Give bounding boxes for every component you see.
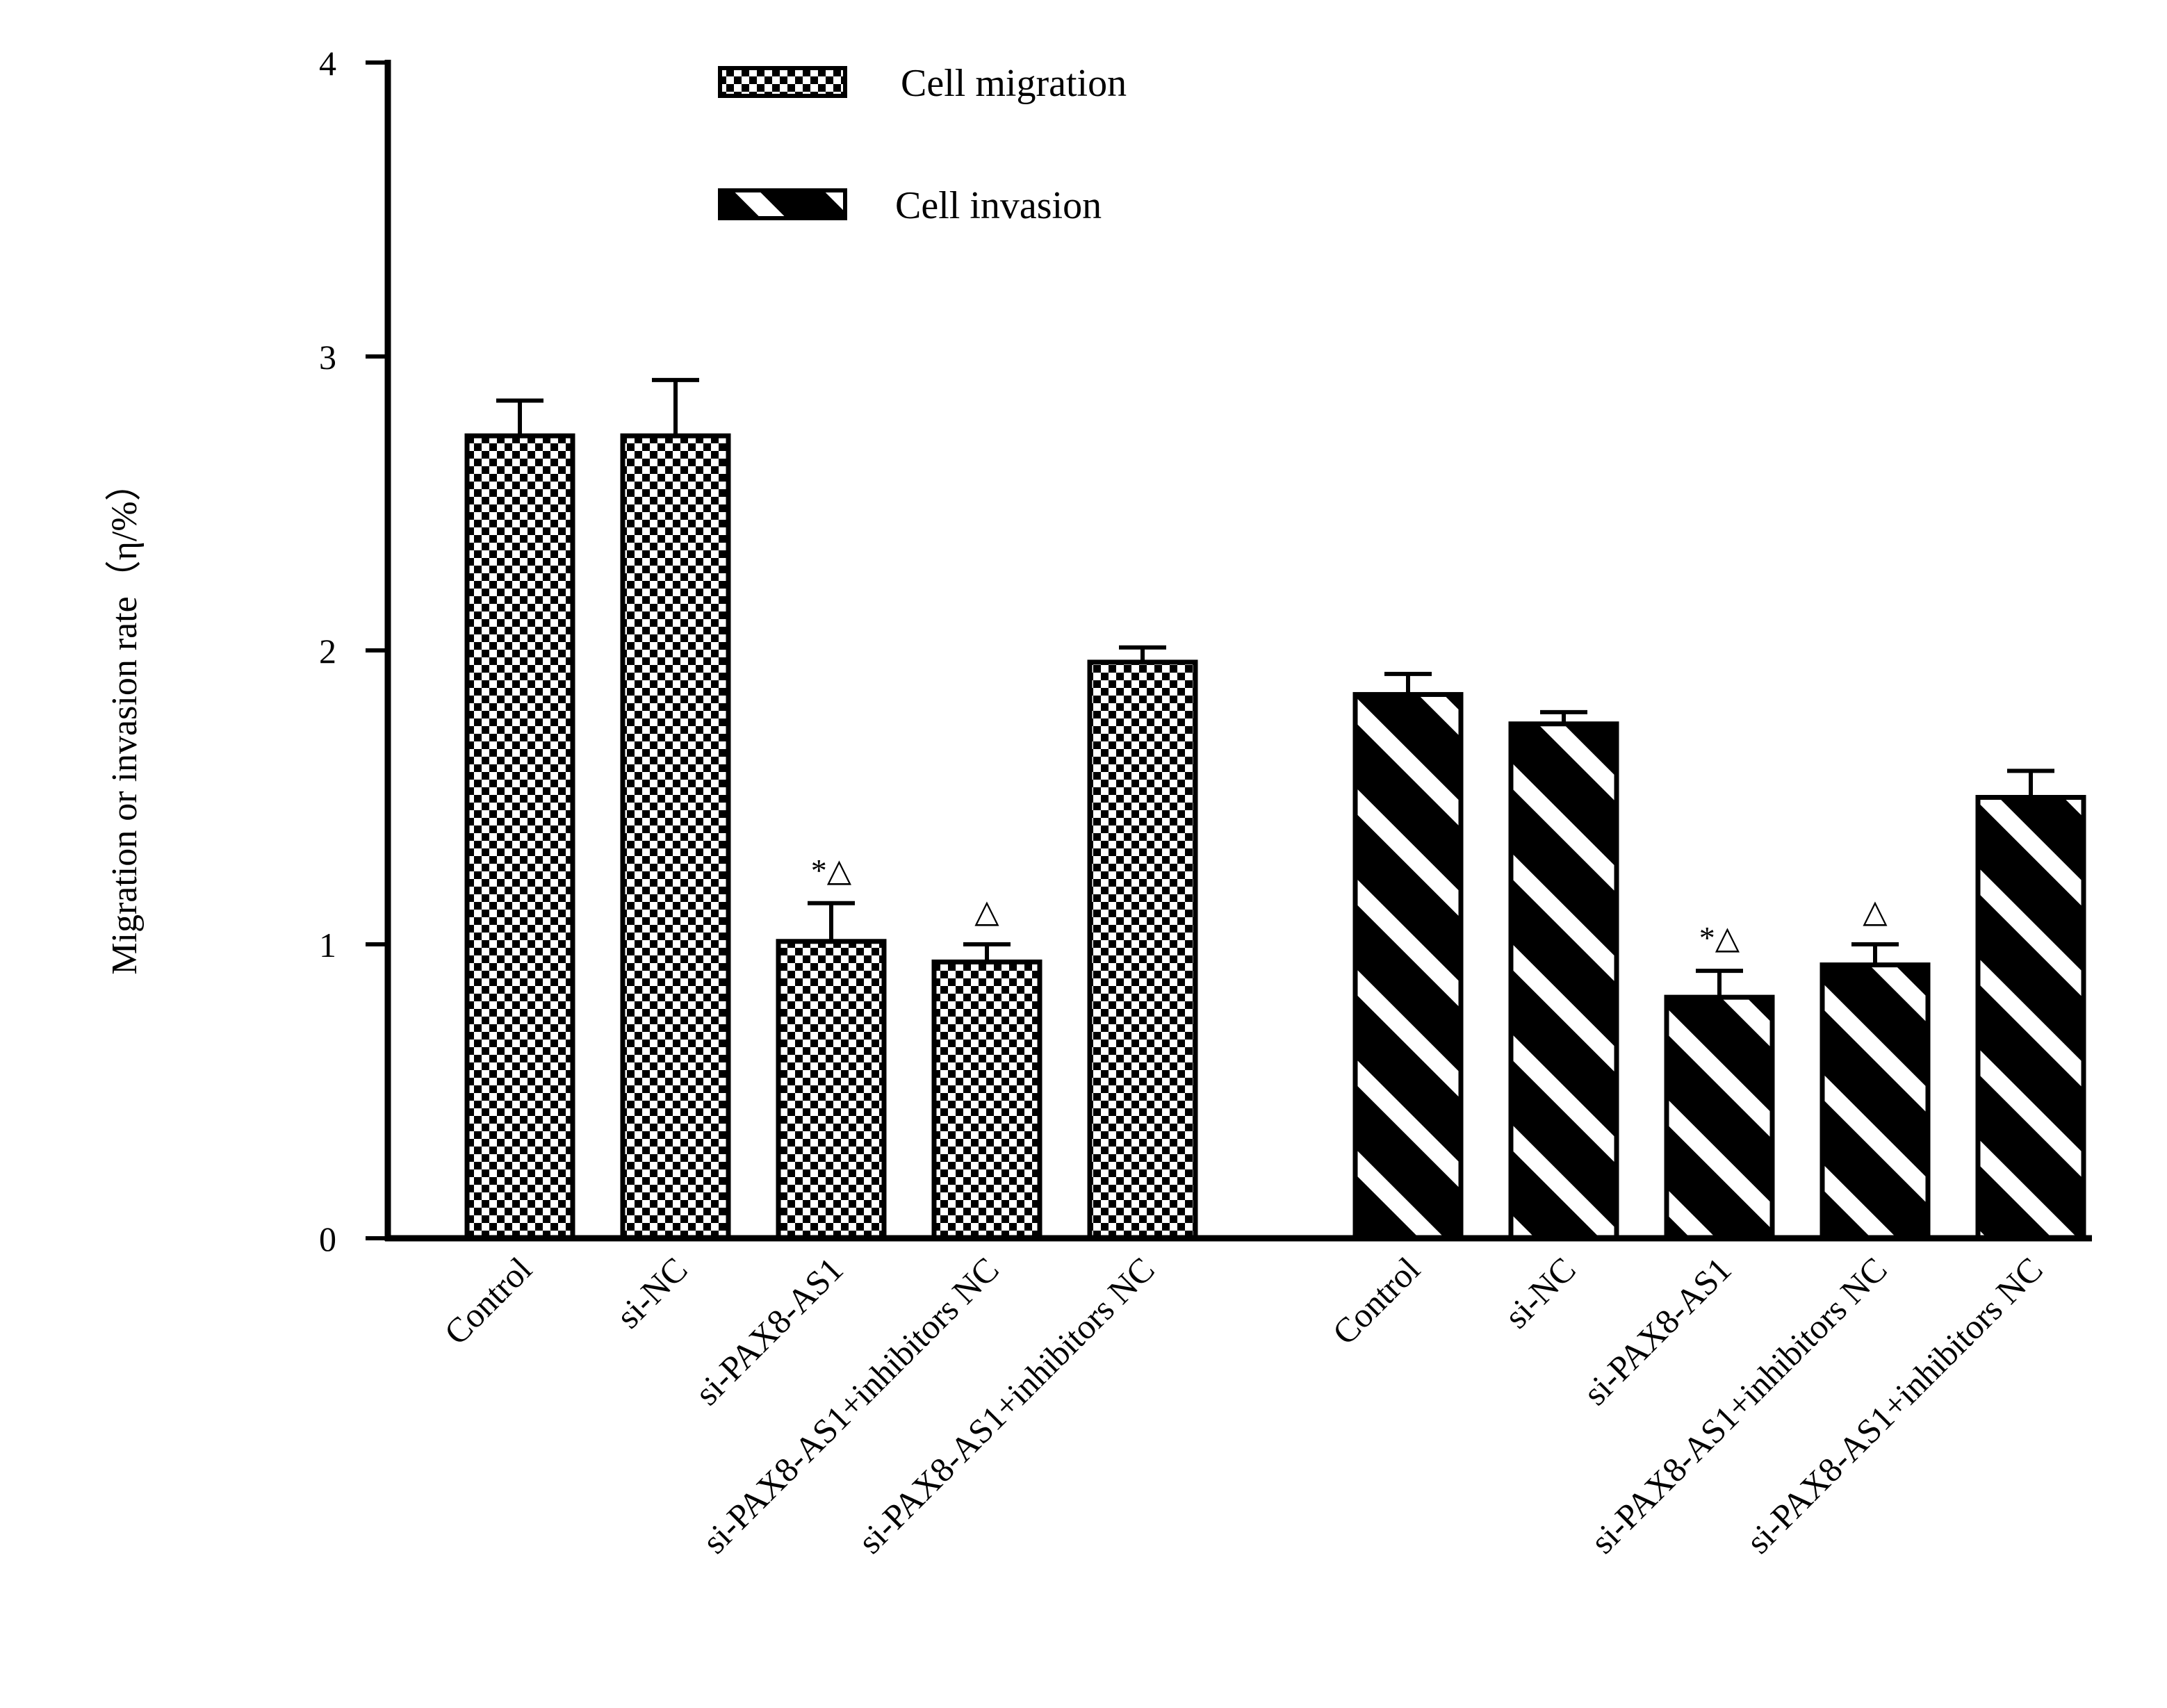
category-label-1-0: Control	[1325, 1249, 1428, 1352]
category-label-0-1: si-NC	[609, 1249, 695, 1336]
bar-0-0	[464, 433, 575, 1241]
category-label-0-0: Control	[436, 1249, 539, 1352]
category-label-0-4: si-PAX8-AS1+inhibitors NC	[851, 1249, 1162, 1561]
category-label-0-2: si-PAX8-AS1	[687, 1249, 851, 1413]
legend-label-1: Cell invasion	[895, 184, 1102, 227]
category-label-1-2: si-PAX8-AS1	[1576, 1249, 1739, 1413]
category-label-1-1: si-NC	[1497, 1249, 1583, 1336]
bar-1-0	[1352, 691, 1464, 1241]
y-tick-label-2: 2	[319, 632, 336, 671]
legend-label-0: Cell migration	[901, 62, 1127, 105]
legend: Cell migration Cell invasion	[718, 62, 1127, 227]
bar-1-1	[1508, 721, 1619, 1241]
bar-0-4	[1087, 659, 1198, 1241]
bars-layer	[464, 377, 2086, 1241]
significance-label-1-2: *△	[1699, 920, 1740, 955]
y-tick-label-3: 3	[319, 338, 336, 377]
bar-0-2	[776, 939, 887, 1241]
legend-swatch-1	[718, 188, 847, 220]
y-axis-label: Migration or invasion rate（η/%）	[105, 465, 145, 974]
y-tick-label-0: 0	[319, 1220, 336, 1258]
significance-label-0-2: *△	[811, 853, 852, 888]
significance-label-0-3: △	[974, 894, 999, 929]
y-tick-label-4: 4	[319, 44, 336, 83]
legend-swatch-0	[718, 66, 847, 98]
y-tick-label-1: 1	[319, 926, 336, 964]
category-label-1-3: si-PAX8-AS1+inhibitors NC	[1583, 1249, 1895, 1561]
category-label-1-4: si-PAX8-AS1+inhibitors NC	[1739, 1249, 2050, 1561]
bar-1-4	[1975, 795, 2086, 1241]
bar-1-3	[1820, 962, 1931, 1241]
category-label-0-3: si-PAX8-AS1+inhibitors NC	[695, 1249, 1006, 1561]
bar-0-1	[620, 433, 731, 1241]
bar-0-3	[931, 959, 1042, 1241]
axes-layer: 0 1 2 3 4 Migration or invasion rate（η/%）	[105, 44, 2092, 1258]
bar-1-2	[1664, 994, 1775, 1241]
significance-label-1-3: △	[1863, 894, 1888, 929]
